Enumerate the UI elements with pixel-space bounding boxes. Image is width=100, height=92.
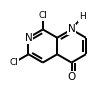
Text: H: H [79,12,85,21]
Text: Cl: Cl [10,58,19,67]
Text: N: N [25,33,32,43]
Text: N: N [68,24,75,34]
Text: Cl: Cl [38,11,47,20]
Text: O: O [67,72,76,82]
